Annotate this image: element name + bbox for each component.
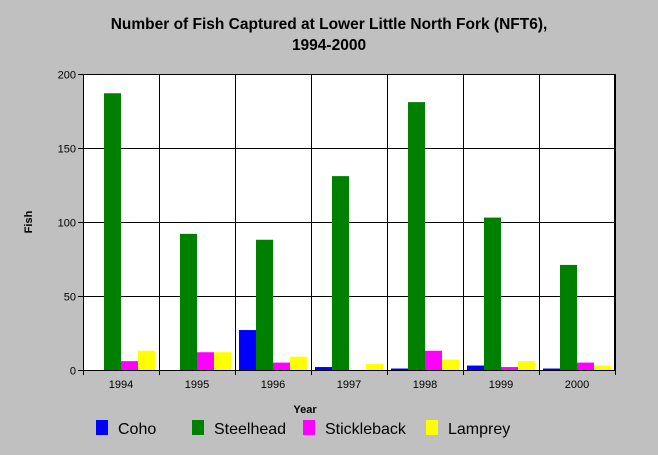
legend-label: Coho [118,421,157,438]
bar-stickleback-1994 [121,361,138,370]
chart-title-line-2: 1994-2000 [291,37,367,54]
legend-label: Steelhead [214,421,287,438]
bar-steelhead-1998 [408,102,425,371]
x-tick-label: 2000 [565,379,589,391]
x-tick-label: 1994 [109,379,133,391]
legend-label: Stickleback [325,421,406,438]
bar-steelhead-2000 [560,264,577,370]
y-tick-label: 100 [58,218,76,230]
bar-steelhead-1997 [332,176,349,370]
bar-lamprey-1998 [442,359,459,370]
bar-stickleback-1999 [501,367,518,370]
bar-steelhead-1995 [180,233,197,370]
plot-border [83,74,615,371]
bar-stickleback-1998 [425,350,442,370]
axes: 0 50 100 150 200 1994 1995 1996 1997 1998 1999 2000 [58,70,616,391]
bar-steelhead-1996 [256,239,273,370]
bar-lamprey-2000 [594,365,611,370]
x-tick-label: 1998 [413,379,437,391]
bar-coho-1996 [239,330,256,370]
legend-label: Lamprey [448,421,511,438]
x-tick-label: 1999 [489,379,513,391]
legend-swatch [96,420,108,435]
bar-stickleback-2000 [577,362,594,370]
bar-coho-2000 [543,368,560,370]
bar-lamprey-1994 [138,350,155,370]
bar-coho-1997 [315,367,332,370]
legend-item-stickleback: Stickleback [303,420,406,439]
x-tick-label: 1996 [261,379,285,391]
y-tick-label: 0 [70,366,76,378]
y-axis-title: Fish [23,210,35,233]
bar-steelhead-1999 [484,217,501,370]
bar-steelhead-1994 [104,93,121,371]
legend-item-coho: Coho [96,420,156,439]
x-axis-title: Year [293,404,317,416]
y-tick-label: 200 [58,70,76,82]
bar-stickleback-1995 [197,352,214,370]
bar-lamprey-1996 [290,356,307,370]
bar-coho-1999 [467,365,484,370]
legend-swatch [426,420,438,435]
bar-lamprey-1999 [518,361,535,370]
bar-lamprey-1995 [214,352,231,370]
x-tick-label: 1995 [185,379,209,391]
bars [104,93,611,371]
y-tick-label: 50 [64,292,76,304]
x-tick-label: 1997 [337,379,361,391]
legend-item-steelhead: Steelhead [192,420,286,439]
bar-lamprey-1997 [366,364,383,370]
legend-swatch [192,420,204,435]
chart-title: Number of Fish Captured at Lower Little … [0,14,658,56]
chart-title-line-1: Number of Fish Captured at Lower Little … [110,16,548,33]
bar-coho-1998 [391,368,408,370]
bar-stickleback-1996 [273,362,290,370]
y-tick-label: 150 [58,144,76,156]
legend-swatch [303,420,315,435]
legend-item-lamprey: Lamprey [426,420,510,439]
